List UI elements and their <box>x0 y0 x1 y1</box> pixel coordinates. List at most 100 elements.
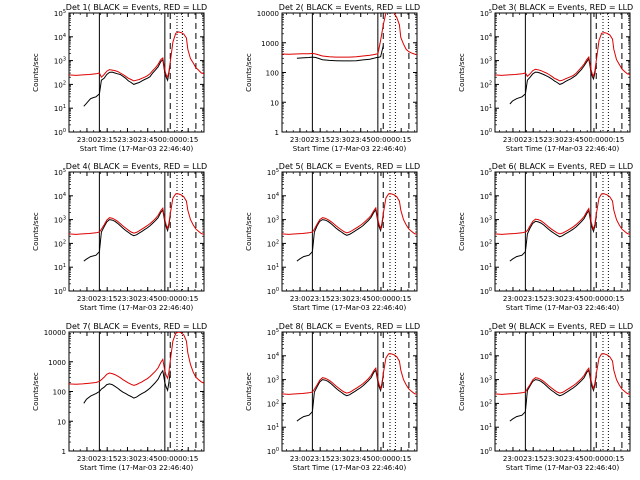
x-tick-label: 23:30 <box>330 136 350 144</box>
y-tick-label: 103 <box>480 376 492 385</box>
x-axis-label: Start Time (17-Mar-03 22:46:40) <box>506 304 620 312</box>
plot-frame <box>494 12 631 133</box>
y-axis-label: Counts/sec <box>245 212 253 251</box>
x-tick-label: 23:30 <box>330 295 350 303</box>
lld-series-line <box>495 193 630 235</box>
x-tick-label: 23:15 <box>523 136 543 144</box>
events-series-line <box>83 369 171 404</box>
x-tick-label: 00:00 <box>584 455 604 463</box>
y-tick-label: 1 <box>275 129 279 137</box>
y-tick-label: 101 <box>480 263 492 272</box>
y-tick-label: 100 <box>480 287 492 296</box>
x-tick-label: 23:45 <box>138 455 158 463</box>
y-tick-label: 103 <box>267 216 279 225</box>
y-tick-label: 104 <box>480 33 492 42</box>
x-tick-label: 00:15 <box>391 295 411 303</box>
y-tick-label: 104 <box>480 352 492 361</box>
x-axis-label: Start Time (17-Mar-03 22:46:40) <box>293 464 407 472</box>
panel-3: Det 3( BLACK = Events, RED = LLD 100 101 10… <box>458 3 633 153</box>
x-tick-label: 23:00 <box>77 136 97 144</box>
lld-series-line <box>69 193 204 235</box>
x-tick-label: 00:15 <box>178 455 198 463</box>
x-tick-label: 00:00 <box>158 295 178 303</box>
y-axis-label: Counts/sec <box>32 212 40 251</box>
x-axis-label: Start Time (17-Mar-03 22:46:40) <box>293 304 407 312</box>
y-tick-label: 101 <box>480 104 492 113</box>
panel-9: Det 9( BLACK = Events, RED = LLD 100 101 10… <box>458 322 633 472</box>
y-tick-label: 10000 <box>257 10 279 18</box>
x-tick-label: 23:15 <box>310 136 330 144</box>
x-tick-label: 00:15 <box>604 136 624 144</box>
panel-title: Det 6( BLACK = Events, RED = LLD <box>492 162 633 171</box>
plot-frame <box>281 171 418 292</box>
x-axis-label: Start Time (17-Mar-03 22:46:40) <box>506 145 620 153</box>
y-tick-label: 103 <box>54 57 66 66</box>
x-tick-label: 23:00 <box>290 455 310 463</box>
events-series-line <box>509 57 597 105</box>
x-tick-label: 00:15 <box>178 136 198 144</box>
x-tick-label: 23:45 <box>351 136 371 144</box>
y-axis-label: Counts/sec <box>458 372 466 411</box>
x-tick-label: 23:15 <box>97 455 117 463</box>
y-axis-label: Counts/sec <box>245 53 253 92</box>
plot-frame <box>494 331 631 452</box>
panel-title: Det 4( BLACK = Events, RED = LLD <box>66 162 207 171</box>
y-tick-label: 101 <box>480 423 492 432</box>
y-tick-label: 10000 <box>44 329 66 337</box>
y-tick-label: 1 <box>62 448 66 456</box>
y-tick-label: 105 <box>480 9 492 18</box>
x-tick-label: 23:45 <box>138 295 158 303</box>
y-tick-label: 101 <box>54 104 66 113</box>
x-axis-label: Start Time (17-Mar-03 22:46:40) <box>506 464 620 472</box>
panel-title: Det 9( BLACK = Events, RED = LLD <box>492 322 633 331</box>
x-tick-label: 23:30 <box>543 136 563 144</box>
y-tick-label: 105 <box>54 168 66 177</box>
y-tick-label: 100 <box>480 447 492 456</box>
events-series-line <box>296 368 384 422</box>
x-tick-label: 00:00 <box>371 295 391 303</box>
y-tick-label: 104 <box>267 352 279 361</box>
y-tick-label: 103 <box>267 376 279 385</box>
x-tick-label: 23:00 <box>77 295 97 303</box>
x-tick-label: 00:00 <box>158 455 178 463</box>
x-tick-label: 00:15 <box>604 455 624 463</box>
panel-1: Det 1( BLACK = Events, RED = LLD 100 101 10… <box>32 3 207 153</box>
y-tick-label: 100 <box>266 70 279 78</box>
x-tick-label: 23:30 <box>543 455 563 463</box>
x-tick-label: 23:15 <box>310 455 330 463</box>
x-tick-label: 23:15 <box>523 455 543 463</box>
x-tick-label: 23:00 <box>503 136 523 144</box>
y-axis-label: Counts/sec <box>458 212 466 251</box>
x-tick-label: 23:15 <box>310 295 330 303</box>
panel-title: Det 7( BLACK = Events, RED = LLD <box>66 322 207 331</box>
events-series-line <box>509 368 597 422</box>
lld-series-line <box>282 353 417 395</box>
panel-8: Det 8( BLACK = Events, RED = LLD 100 101 10… <box>245 322 420 472</box>
y-tick-label: 101 <box>54 263 66 272</box>
x-tick-label: 00:15 <box>391 136 411 144</box>
y-tick-label: 105 <box>267 168 279 177</box>
events-series-line <box>83 58 171 107</box>
plot-frame <box>68 171 205 292</box>
y-tick-label: 1000 <box>261 40 279 48</box>
plot-frame <box>68 12 205 133</box>
y-tick-label: 104 <box>480 192 492 201</box>
y-tick-label: 104 <box>54 192 66 201</box>
y-tick-label: 10 <box>270 99 279 107</box>
events-series-line <box>296 45 384 62</box>
x-tick-label: 23:45 <box>564 455 584 463</box>
lld-series-line <box>69 31 204 82</box>
y-tick-label: 102 <box>54 80 66 89</box>
lld-series-line <box>69 332 204 386</box>
x-tick-label: 00:00 <box>158 136 178 144</box>
x-tick-label: 00:00 <box>584 295 604 303</box>
y-tick-label: 105 <box>267 328 279 337</box>
panel-5: Det 5( BLACK = Events, RED = LLD 100 101 10… <box>245 162 420 312</box>
panel-4: Det 4( BLACK = Events, RED = LLD 100 101 10… <box>32 162 207 312</box>
x-tick-label: 23:00 <box>77 455 97 463</box>
x-tick-label: 23:00 <box>290 295 310 303</box>
events-series-line <box>296 208 384 262</box>
panel-7: Det 7( BLACK = Events, RED = LLD 1 10 100 10… <box>32 322 207 472</box>
x-tick-label: 23:30 <box>117 136 137 144</box>
events-series-line <box>509 209 597 262</box>
